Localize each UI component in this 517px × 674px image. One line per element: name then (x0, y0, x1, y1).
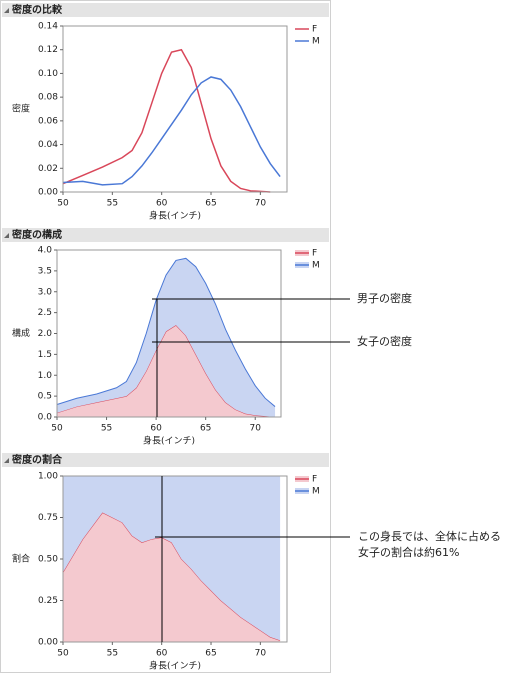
y-tick-label: 1.0 (38, 371, 53, 381)
y-tick-label: 0.14 (38, 22, 58, 32)
y-tick-label: 0.10 (38, 69, 58, 79)
annotation: 男子の密度 (357, 291, 412, 305)
legend-label: F (312, 249, 317, 259)
header-bar (2, 228, 329, 242)
y-tick-label: 0.02 (38, 164, 58, 174)
annotation: 女子の割合は約61% (358, 545, 459, 559)
disclosure-icon (4, 458, 9, 463)
x-tick-label: 60 (156, 199, 168, 209)
legend-label: M (312, 37, 320, 47)
chart-title: 密度の構成 (12, 228, 62, 241)
y-tick-label: 0.75 (38, 513, 58, 523)
x-tick-label: 60 (150, 424, 162, 434)
y-tick-label: 0.5 (38, 392, 52, 402)
legend-label: F (312, 475, 317, 485)
x-tick-label: 60 (156, 649, 168, 659)
y-tick-label: 2.0 (38, 329, 53, 339)
y-axis-label: 割合 (12, 553, 30, 565)
x-tick-label: 50 (57, 199, 69, 209)
x-axis-label: 身長(インチ) (143, 435, 195, 447)
annotation: 女子の密度 (357, 334, 412, 348)
annotation: この身長では、全体に占める (358, 529, 501, 543)
y-axis-label: 構成 (12, 327, 30, 339)
y-tick-label: 4.0 (38, 246, 53, 256)
x-tick-label: 50 (51, 424, 63, 434)
x-tick-label: 70 (255, 199, 267, 209)
x-tick-label: 55 (107, 199, 118, 209)
x-tick-label: 55 (101, 424, 112, 434)
legend-label: M (312, 487, 320, 497)
disclosure-icon (4, 233, 9, 238)
y-tick-label: 0.12 (38, 45, 58, 55)
y-tick-label: 1.5 (38, 350, 52, 360)
y-tick-label: 1.00 (38, 472, 58, 482)
y-tick-label: 0.50 (38, 555, 58, 565)
y-tick-label: 0.04 (38, 140, 58, 150)
line (62, 48, 271, 193)
y-tick-label: 3.0 (38, 287, 53, 297)
area-fill (63, 476, 281, 641)
x-tick-label: 50 (57, 649, 69, 659)
plot-frame (62, 25, 288, 193)
x-axis-label: 身長(インチ) (149, 210, 201, 222)
area-edge (56, 257, 276, 407)
header-bar (2, 453, 329, 467)
x-tick-label: 65 (205, 649, 216, 659)
y-tick-label: 0.06 (38, 116, 58, 126)
legend-label: M (312, 261, 320, 271)
y-tick-label: 0.25 (38, 596, 58, 606)
header-bar (2, 3, 329, 17)
x-tick-label: 65 (205, 199, 216, 209)
y-tick-label: 3.5 (38, 266, 52, 276)
y-tick-label: 2.5 (38, 308, 52, 318)
y-tick-label: 0.00 (38, 188, 58, 198)
area-fill (63, 512, 281, 642)
disclosure-icon (4, 8, 9, 13)
y-tick-label: 0.0 (38, 413, 53, 423)
y-tick-label: 0.08 (38, 93, 58, 103)
y-tick-label: 0.00 (38, 638, 58, 648)
chart-title: 密度の割合 (12, 453, 63, 466)
x-tick-label: 65 (200, 424, 211, 434)
x-axis-label: 身長(インチ) (149, 660, 201, 672)
y-axis-label: 密度 (12, 103, 30, 115)
legend-label: F (312, 25, 317, 35)
area-fill (57, 258, 276, 417)
x-tick-label: 70 (255, 649, 267, 659)
area-fill (57, 325, 276, 417)
line (62, 76, 281, 186)
x-tick-label: 70 (250, 424, 262, 434)
chart-title: 密度の比較 (12, 3, 63, 16)
x-tick-label: 55 (107, 649, 118, 659)
